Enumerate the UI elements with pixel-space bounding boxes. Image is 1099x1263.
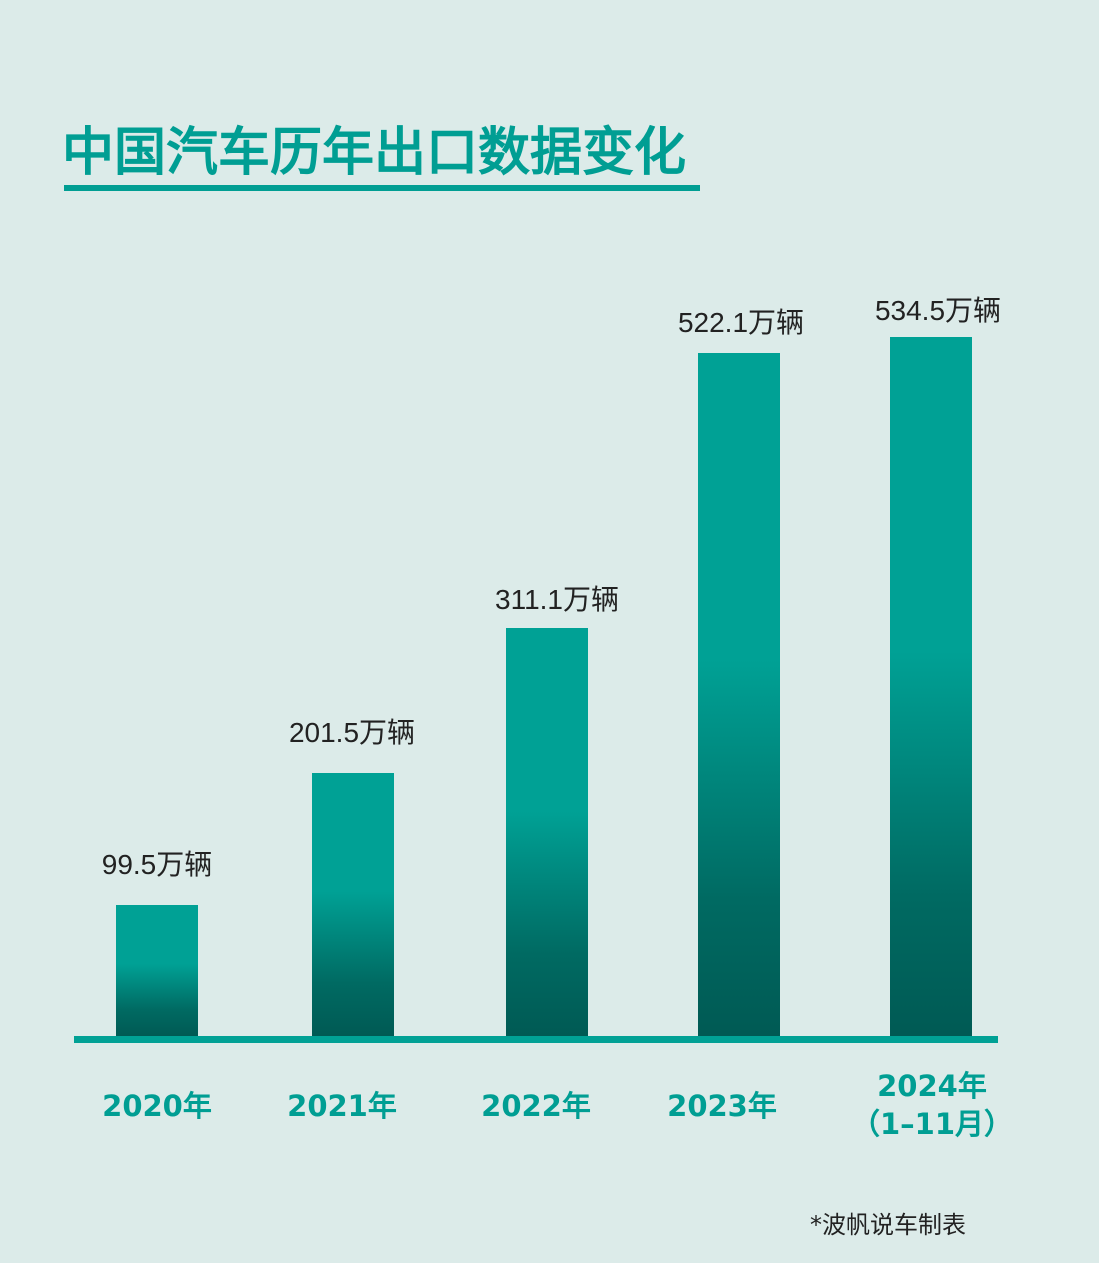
data-label-2020: 99.5万辆 [101, 849, 213, 880]
data-label-2024: 534.5万辆 [874, 295, 1002, 326]
category-2022: 2022年 [481, 1087, 591, 1125]
bar-2021 [312, 773, 394, 1036]
category-sublabel: （1–11月） [850, 1107, 1014, 1141]
source-note: *波帆说车制表 [810, 1211, 966, 1239]
x-axis-line [74, 1036, 998, 1043]
data-label-2021: 201.5万辆 [288, 717, 416, 748]
category-label: 2024年 [877, 1069, 987, 1103]
bar-2022 [506, 628, 588, 1036]
chart-title: 中国汽车历年出口数据变化 [62, 123, 687, 183]
category-2020: 2020年 [102, 1087, 212, 1125]
bar-2023 [698, 353, 780, 1036]
category-2024: 2024年 （1–11月） [851, 1067, 1013, 1143]
data-label-2023: 522.1万辆 [677, 307, 805, 338]
category-2023: 2023年 [667, 1087, 777, 1125]
data-label-2022: 311.1万辆 [495, 584, 619, 615]
title-underline [64, 185, 700, 191]
bar-2020 [116, 905, 198, 1036]
category-label: 2021年 [287, 1089, 397, 1123]
category-label: 2022年 [481, 1089, 591, 1123]
category-label: 2020年 [102, 1089, 212, 1123]
category-label: 2023年 [667, 1089, 777, 1123]
bar-2024 [890, 337, 972, 1036]
category-2021: 2021年 [287, 1087, 397, 1125]
